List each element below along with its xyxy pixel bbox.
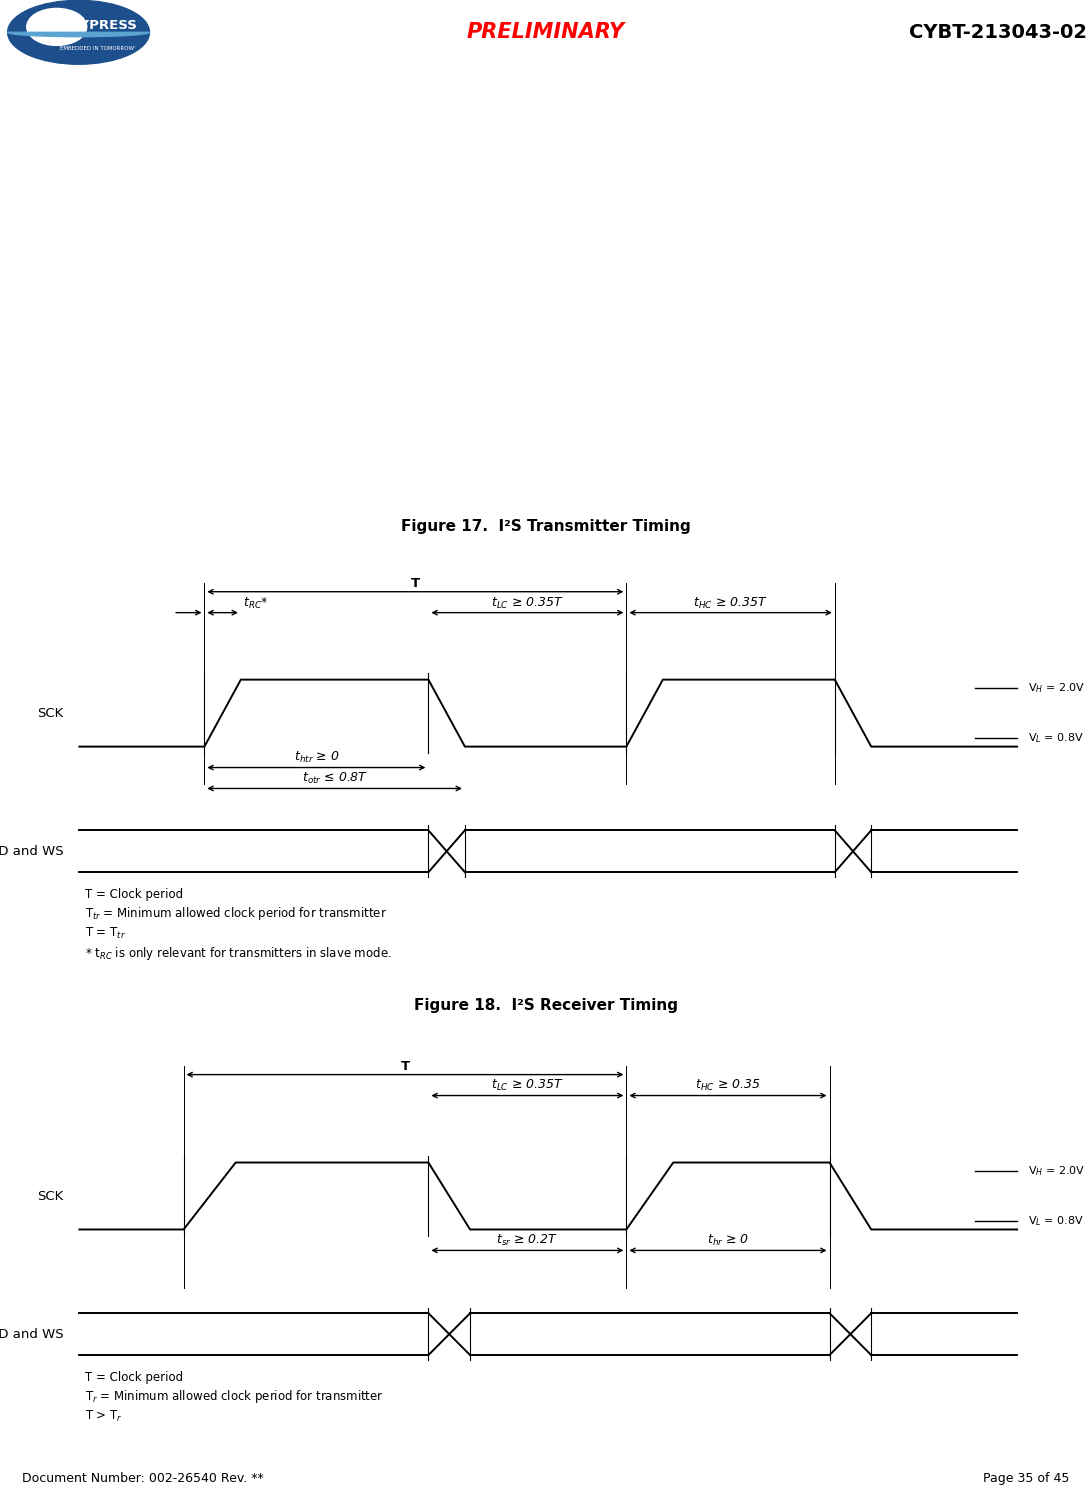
Text: SD and WS: SD and WS bbox=[0, 1328, 63, 1341]
Text: T > T$_r$: T > T$_r$ bbox=[85, 1408, 122, 1425]
Text: * t$_{RC}$ is only relevant for transmitters in slave mode.: * t$_{RC}$ is only relevant for transmit… bbox=[85, 945, 392, 963]
Ellipse shape bbox=[8, 0, 149, 64]
Text: t$_{hr}$ ≥ 0: t$_{hr}$ ≥ 0 bbox=[707, 1233, 750, 1248]
Text: V$_H$ = 2.0V: V$_H$ = 2.0V bbox=[1028, 1165, 1084, 1178]
Text: T$_r$ = Minimum allowed clock period for transmitter: T$_r$ = Minimum allowed clock period for… bbox=[85, 1389, 383, 1405]
Text: Figure 18.  I²S Receiver Timing: Figure 18. I²S Receiver Timing bbox=[413, 997, 678, 1014]
Text: T = Clock period: T = Clock period bbox=[85, 1371, 182, 1384]
Text: T = Clock period: T = Clock period bbox=[85, 888, 182, 901]
Text: t$_{HC}$ ≥ 0.35T: t$_{HC}$ ≥ 0.35T bbox=[693, 595, 768, 610]
Text: CYPRESS: CYPRESS bbox=[70, 19, 137, 31]
Text: t$_{htr}$ ≥ 0: t$_{htr}$ ≥ 0 bbox=[293, 750, 339, 765]
Text: SCK: SCK bbox=[37, 707, 63, 719]
Text: PRELIMINARY: PRELIMINARY bbox=[467, 22, 624, 42]
Text: t$_{otr}$ ≤ 0.8T: t$_{otr}$ ≤ 0.8T bbox=[301, 771, 368, 786]
Text: SCK: SCK bbox=[37, 1190, 63, 1202]
Text: t$_{RC}$*: t$_{RC}$* bbox=[243, 595, 268, 610]
Text: t$_{sr}$ ≥ 0.2T: t$_{sr}$ ≥ 0.2T bbox=[496, 1233, 559, 1248]
Wedge shape bbox=[8, 33, 149, 37]
Text: Page 35 of 45: Page 35 of 45 bbox=[983, 1473, 1069, 1485]
Text: T: T bbox=[400, 1060, 409, 1072]
Text: t$_{HC}$ ≥ 0.35: t$_{HC}$ ≥ 0.35 bbox=[695, 1078, 760, 1093]
Text: t$_{LC}$ ≥ 0.35T: t$_{LC}$ ≥ 0.35T bbox=[491, 595, 564, 610]
Text: V$_L$ = 0.8V: V$_L$ = 0.8V bbox=[1028, 1214, 1083, 1227]
Text: Figure 17.  I²S Transmitter Timing: Figure 17. I²S Transmitter Timing bbox=[400, 519, 691, 535]
Ellipse shape bbox=[26, 9, 87, 45]
Text: T: T bbox=[411, 577, 420, 589]
Text: V$_L$ = 0.8V: V$_L$ = 0.8V bbox=[1028, 731, 1083, 745]
Text: T = T$_{tr}$: T = T$_{tr}$ bbox=[85, 925, 125, 942]
Text: CYBT-213043-02: CYBT-213043-02 bbox=[909, 22, 1088, 42]
Text: t$_{LC}$ ≥ 0.35T: t$_{LC}$ ≥ 0.35T bbox=[491, 1078, 564, 1093]
Text: SD and WS: SD and WS bbox=[0, 845, 63, 858]
Text: Document Number: 002-26540 Rev. **: Document Number: 002-26540 Rev. ** bbox=[22, 1473, 264, 1485]
Text: T$_{tr}$ = Minimum allowed clock period for transmitter: T$_{tr}$ = Minimum allowed clock period … bbox=[85, 906, 386, 922]
Text: V$_H$ = 2.0V: V$_H$ = 2.0V bbox=[1028, 682, 1084, 695]
Text: EMBEDDED IN TOMORROW': EMBEDDED IN TOMORROW' bbox=[60, 46, 136, 51]
